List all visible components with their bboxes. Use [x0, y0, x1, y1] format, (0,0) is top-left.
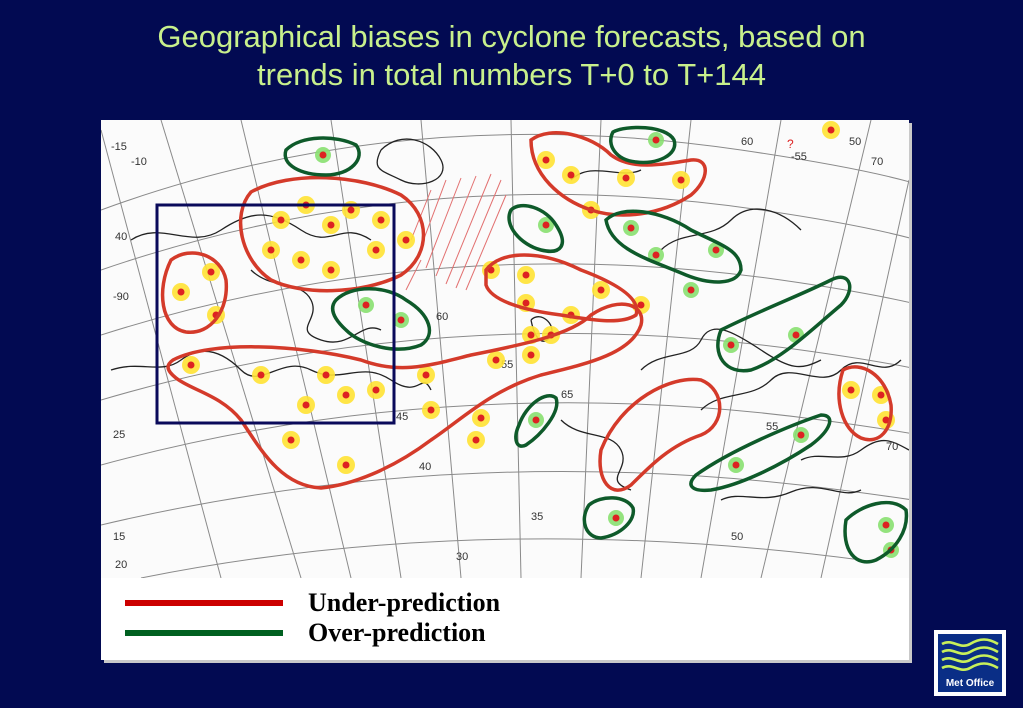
- lon-label-70b: 70: [886, 441, 898, 453]
- met-office-waves-icon: [941, 638, 999, 671]
- title-line-1: Geographical biases in cyclone forecasts…: [157, 19, 866, 54]
- lon-label-55b: 55: [766, 421, 778, 433]
- under-prediction-dot: [282, 431, 300, 449]
- under-prediction-dot: [322, 216, 340, 234]
- under-prediction-dot: [172, 283, 190, 301]
- under-prediction-dot: [517, 266, 535, 284]
- under-prediction-dot: [417, 366, 435, 384]
- under-prediction-contours: [160, 131, 893, 492]
- legend-item-over-prediction: Over-prediction: [101, 618, 909, 648]
- over-prediction-dot: [648, 247, 664, 263]
- under-prediction-dot: [522, 346, 540, 364]
- over-prediction-dot: [728, 457, 744, 473]
- over-prediction-dot: [623, 220, 639, 236]
- under-prediction-dot: [297, 396, 315, 414]
- under-prediction-dot: [337, 386, 355, 404]
- under-prediction-dot: [272, 211, 290, 229]
- lat-label-60: 60: [436, 311, 448, 323]
- lat-label-65: 65: [561, 389, 573, 401]
- over-prediction-dot: [358, 297, 374, 313]
- focus-region-box: [155, 203, 396, 425]
- under-prediction-dot: [617, 169, 635, 187]
- under-prediction-dot: [822, 121, 840, 139]
- lon-label-50: 50: [849, 136, 861, 148]
- lat-label-35: 35: [531, 511, 543, 523]
- question-mark-annotation: ?: [787, 137, 794, 151]
- under-prediction-dot: [472, 409, 490, 427]
- map-panel: 20 25 30 35 40 45 50 55 60 65 70 15 -10 …: [101, 120, 909, 660]
- under-prediction-dot: [252, 366, 270, 384]
- lon-label-10: -10: [131, 156, 147, 168]
- over-prediction-contours: [283, 125, 909, 564]
- under-prediction-label: Under-prediction: [308, 588, 501, 617]
- lon-label-15: -15: [111, 141, 127, 153]
- over-prediction-dot: [683, 282, 699, 298]
- met-office-logo: Met Office: [934, 630, 1006, 696]
- under-prediction-dot: [262, 241, 280, 259]
- forecast-bias-map: 20 25 30 35 40 45 50 55 60 65 70 15 -10 …: [101, 120, 909, 578]
- title-line-2: trends in total numbers T+0 to T+144: [257, 57, 766, 92]
- under-prediction-dot: [562, 166, 580, 184]
- over-prediction-dots: [315, 132, 899, 558]
- over-prediction-dot: [528, 412, 544, 428]
- under-prediction-dot: [322, 261, 340, 279]
- under-prediction-swatch: [125, 600, 283, 606]
- under-prediction-dot: [422, 401, 440, 419]
- lon-label-40: 40: [115, 231, 127, 243]
- lat-label-15: 15: [113, 531, 125, 543]
- lat-label-30: 30: [456, 551, 468, 563]
- lat-label-50: 50: [731, 531, 743, 543]
- under-prediction-dot: [202, 263, 220, 281]
- over-prediction-dot: [648, 132, 664, 148]
- under-prediction-dot: [337, 456, 355, 474]
- slide-title: Geographical biases in cyclone forecasts…: [0, 18, 1023, 94]
- under-prediction-dot: [292, 251, 310, 269]
- longitude-gridlines: [101, 120, 909, 578]
- under-prediction-dot: [672, 171, 690, 189]
- lon-label-55: -55: [791, 151, 807, 163]
- lat-label-40: 40: [419, 461, 431, 473]
- over-prediction-dot: [608, 510, 624, 526]
- lat-label-70: 70: [871, 156, 883, 168]
- legend-item-under-prediction: Under-prediction: [101, 588, 909, 618]
- over-prediction-dot: [538, 217, 554, 233]
- under-prediction-dot: [182, 356, 200, 374]
- over-prediction-dot: [315, 147, 331, 163]
- under-prediction-dot: [372, 211, 390, 229]
- over-prediction-swatch: [125, 630, 283, 636]
- under-prediction-dot: [592, 281, 610, 299]
- over-prediction-dot: [723, 337, 739, 353]
- lat-label-20: 20: [115, 559, 127, 571]
- under-prediction-dot: [487, 351, 505, 369]
- over-prediction-label: Over-prediction: [308, 618, 486, 647]
- over-prediction-dot: [793, 427, 809, 443]
- hatched-region: [405, 173, 507, 291]
- under-prediction-dot: [367, 381, 385, 399]
- over-prediction-dot: [393, 312, 409, 328]
- under-prediction-dot: [317, 366, 335, 384]
- lat-label-45: 45: [396, 411, 408, 423]
- legend: Under-prediction Over-prediction: [101, 578, 909, 660]
- lon-label-60: 60: [741, 136, 753, 148]
- under-prediction-dot: [842, 381, 860, 399]
- lon-label-90: -90: [113, 291, 129, 303]
- lat-label-25: 25: [113, 429, 125, 441]
- under-prediction-dot: [367, 241, 385, 259]
- under-prediction-dot: [467, 431, 485, 449]
- logo-text: Met Office: [945, 678, 995, 689]
- under-prediction-dot: [397, 231, 415, 249]
- over-prediction-dot: [878, 517, 894, 533]
- under-prediction-dot: [537, 151, 555, 169]
